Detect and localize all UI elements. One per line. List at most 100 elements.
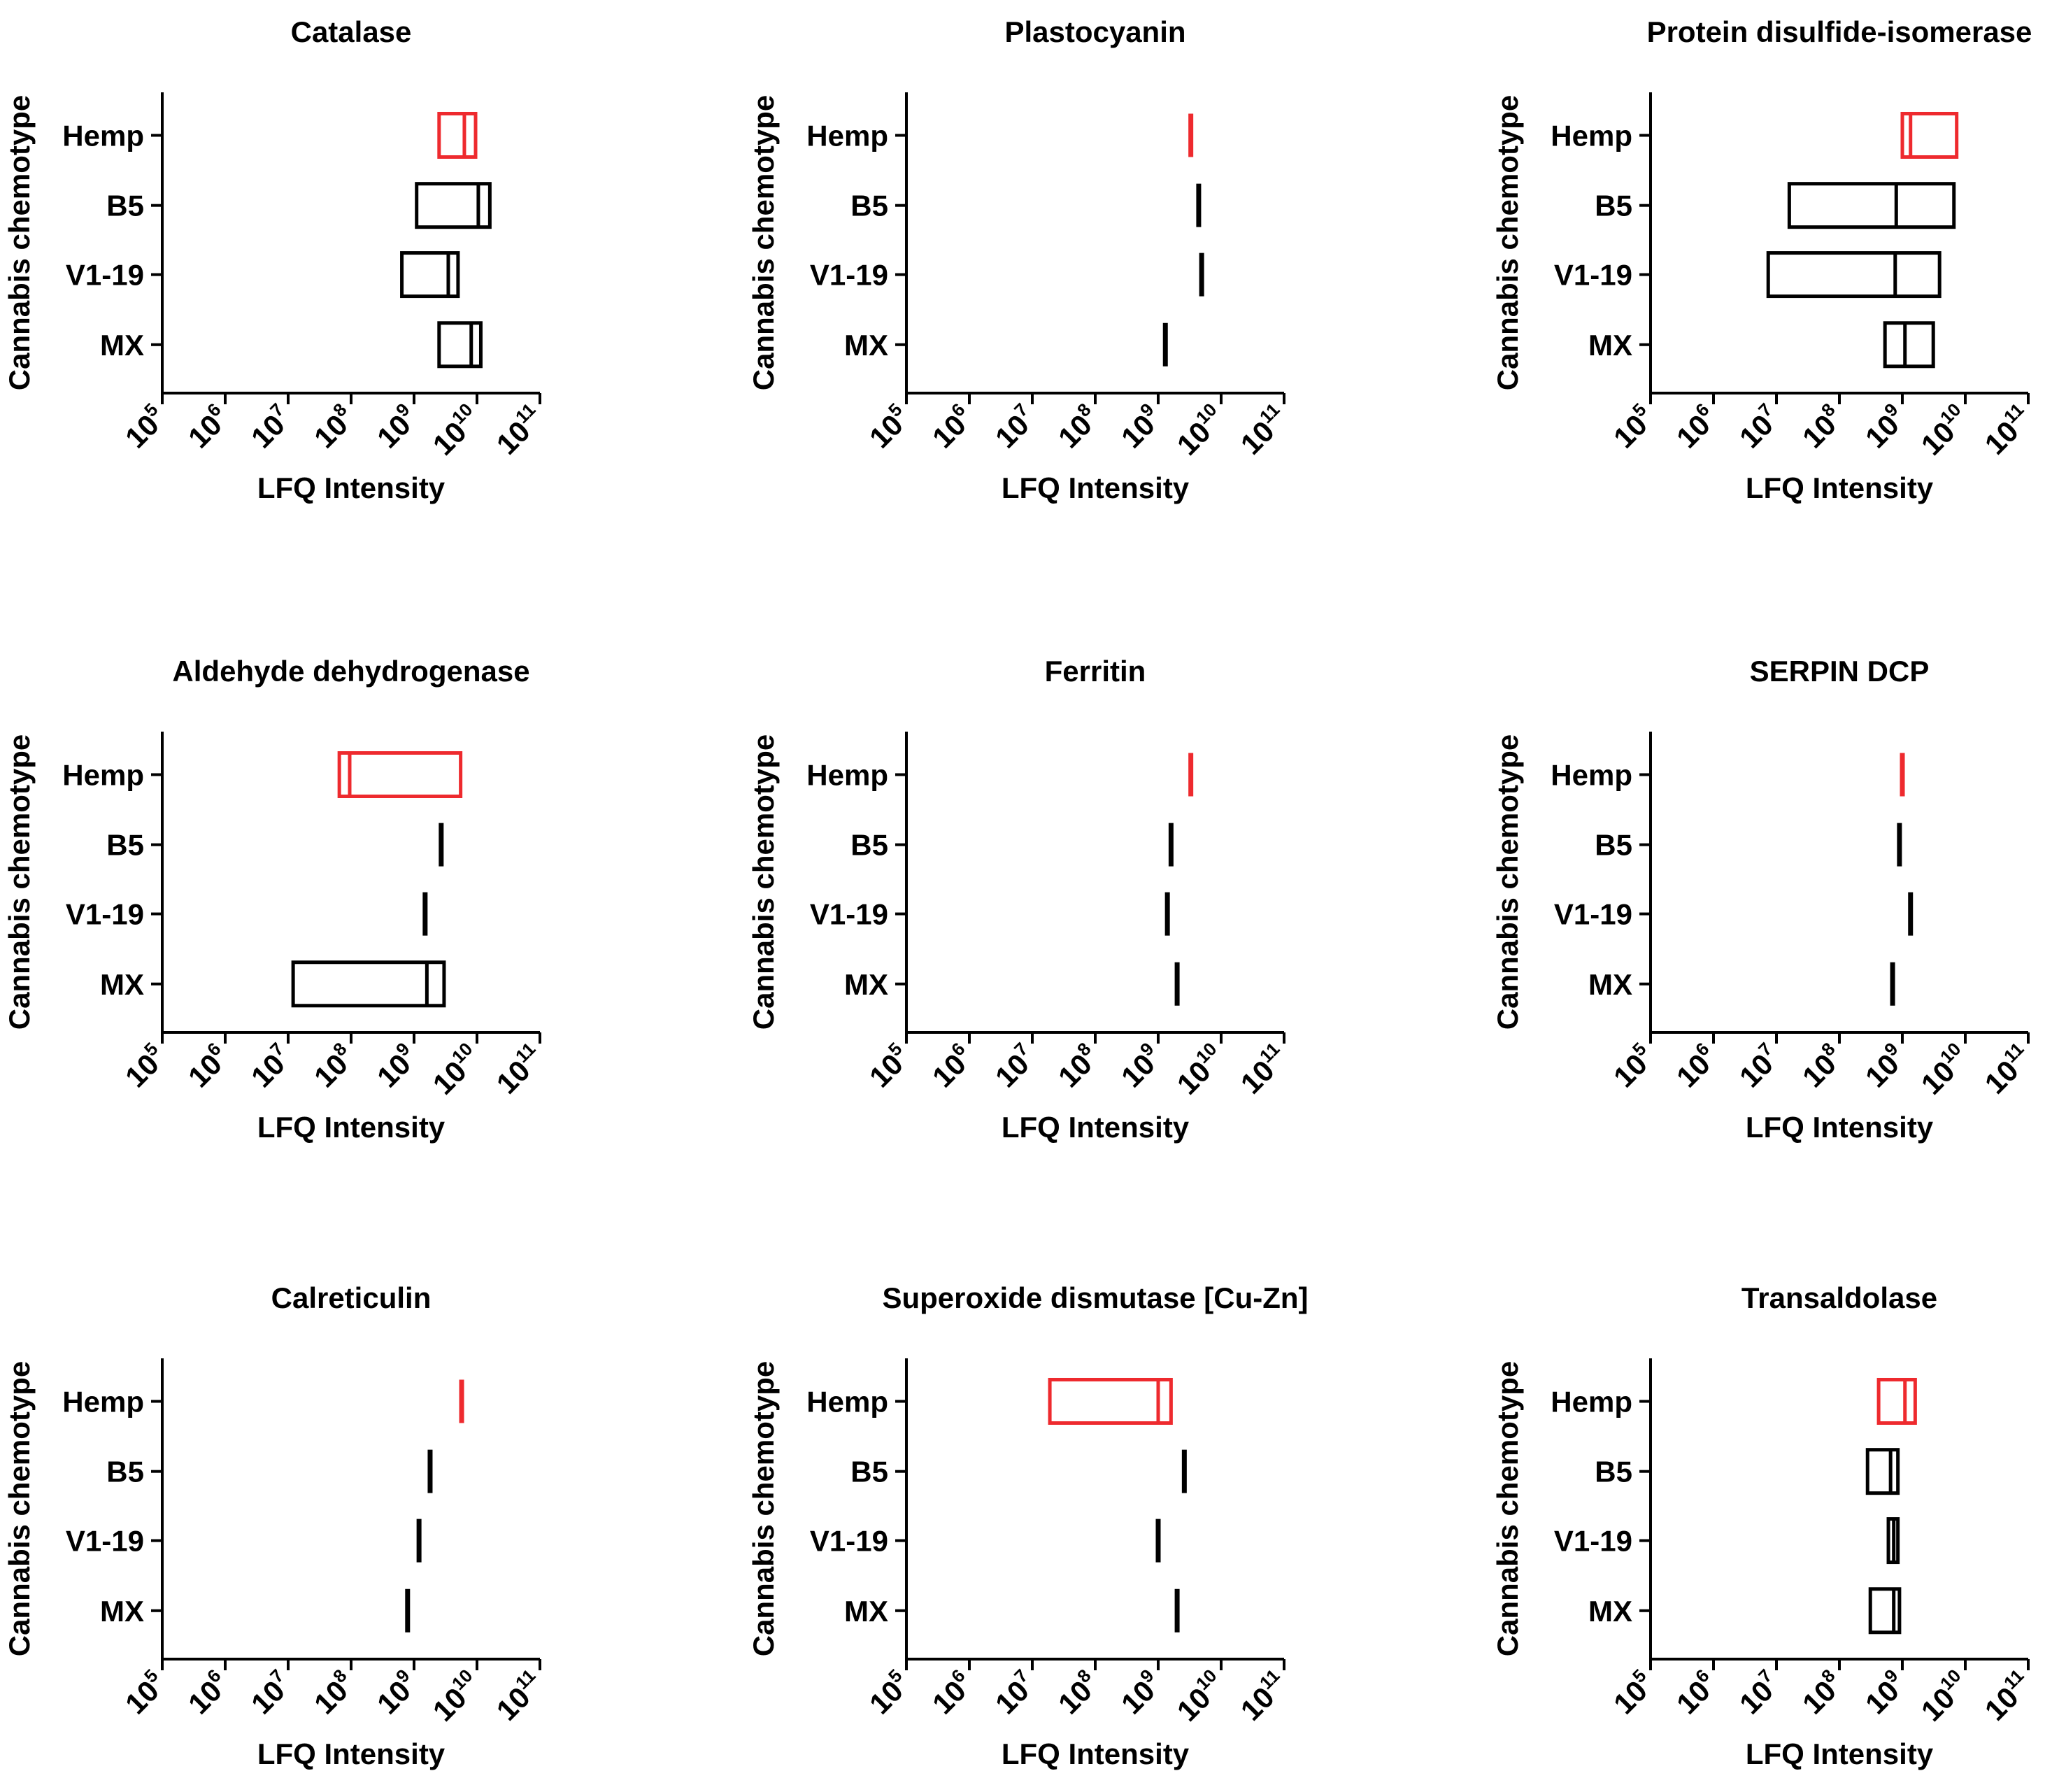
chart-panel: Ferritin Hemp B5 V1-19 MX 105 106 107 108 1091010… [747,655,1295,1144]
x-axis-label: LFQ Intensity [1002,1737,1190,1770]
x-tick-label: 1010 [425,399,487,462]
x-tick-label: 105 [1605,399,1660,454]
box-v1-19 [1766,251,1942,299]
x-tick-label: 109 [1857,1038,1912,1093]
box-b5 [1787,182,1956,229]
x-tick-label: 105 [117,399,172,454]
category-label: MX [1588,329,1632,362]
chart-title: Protein disulfide-isomerase [1647,15,2032,48]
y-axis-label: Cannabis chemotype [747,734,780,1030]
x-tick-label: 105 [117,1665,172,1720]
category-label: B5 [106,190,144,222]
box-mx [1883,321,1935,369]
category-label: MX [844,329,888,362]
x-tick-label: 109 [369,1665,424,1720]
x-tick-label: 109 [1857,399,1912,454]
x-tick-label: 1010 [1169,1665,1232,1728]
chart-panel: Plastocyanin Hemp B5 V1-19 MX 105 106 107 108 109… [747,15,1295,504]
chart-panel: Superoxide dismutase [Cu-Zn] Hemp B5 V1-19 M… [747,1281,1309,1770]
category-label: Hemp [1551,119,1632,152]
x-tick-label: 105 [1605,1665,1660,1720]
category-label: MX [844,968,888,1001]
category-label: V1-19 [1554,259,1632,292]
x-tick-label: 108 [306,1038,361,1093]
box-mx [1868,1587,1902,1635]
category-label: B5 [1595,829,1632,862]
x-tick-label: 107 [987,1665,1042,1720]
x-tick-label: 107 [243,399,298,454]
category-label: MX [844,1595,888,1628]
x-tick-label: 108 [1050,399,1105,454]
category-label: B5 [850,1456,888,1488]
x-tick-label: 108 [1794,1665,1849,1720]
y-axis-label: Cannabis chemotype [3,734,36,1030]
x-axis-label: LFQ Intensity [257,1737,446,1770]
x-tick-label: 109 [369,399,424,454]
x-tick-label: 105 [861,399,916,454]
x-tick-label: 106 [180,399,235,454]
category-label: Hemp [62,1385,144,1418]
x-tick-label: 106 [924,1038,979,1093]
chart-panel: Catalase Hemp B5 V1-19 MX 105 106 107 108 1091010… [3,15,550,504]
y-axis-label: Cannabis chemotype [3,95,36,390]
chart-title: Plastocyanin [1004,15,1185,48]
x-axis-label: LFQ Intensity [257,471,446,504]
box-mx [437,321,483,369]
category-label: B5 [106,1456,144,1488]
x-tick-label: 1011 [488,1665,550,1727]
category-label: V1-19 [66,259,144,292]
box-mx [291,960,446,1008]
chart-title: Aldehyde dehydrogenase [172,655,529,688]
x-tick-label: 1010 [425,1038,487,1101]
category-label: Hemp [806,119,888,152]
x-axis-label: LFQ Intensity [1746,1111,1934,1144]
x-tick-label: 108 [1794,399,1849,454]
x-tick-label: 1011 [1976,399,2039,461]
x-tick-label: 108 [1794,1038,1849,1093]
y-axis-label: Cannabis chemotype [3,1361,36,1656]
category-label: Hemp [1551,758,1632,791]
category-label: B5 [1595,1456,1632,1488]
x-tick-label: 1011 [1232,1038,1295,1100]
x-tick-label: 1011 [1232,399,1295,461]
box-b5 [1865,1448,1900,1495]
category-label: V1-19 [810,898,888,931]
category-label: Hemp [62,119,144,152]
box-hemp [1900,111,1959,159]
category-label: Hemp [1551,1385,1632,1418]
x-tick-label: 106 [1668,1665,1723,1720]
x-tick-label: 105 [861,1665,916,1720]
category-label: MX [1588,968,1632,1001]
x-tick-label: 109 [369,1038,424,1093]
y-axis-label: Cannabis chemotype [747,1361,780,1656]
category-label: V1-19 [810,1525,888,1558]
chart-title: Catalase [291,15,412,48]
x-tick-label: 106 [1668,1038,1723,1093]
chart-title: SERPIN DCP [1750,655,1930,688]
x-tick-label: 1010 [1913,399,1976,462]
x-tick-label: 106 [1668,399,1723,454]
x-tick-label: 108 [1050,1665,1105,1720]
category-label: V1-19 [810,259,888,292]
box-hemp [337,751,463,798]
x-tick-label: 1010 [1169,1038,1232,1101]
x-axis-label: LFQ Intensity [1002,1111,1190,1144]
x-tick-label: 105 [117,1038,172,1093]
y-axis-label: Cannabis chemotype [1491,734,1524,1030]
x-tick-label: 107 [987,1038,1042,1093]
x-tick-label: 1011 [488,399,550,461]
x-tick-label: 106 [180,1038,235,1093]
category-label: Hemp [62,758,144,791]
x-tick-label: 1011 [1976,1665,2039,1727]
x-tick-label: 1010 [425,1665,487,1728]
chart-panel: Calreticulin Hemp B5 V1-19 MX 105 106 107 108 109… [3,1281,550,1770]
x-tick-label: 105 [1605,1038,1660,1093]
box-v1-19 [400,251,460,299]
x-tick-label: 109 [1113,399,1168,454]
category-label: MX [100,329,144,362]
x-tick-label: 107 [1731,1038,1786,1093]
